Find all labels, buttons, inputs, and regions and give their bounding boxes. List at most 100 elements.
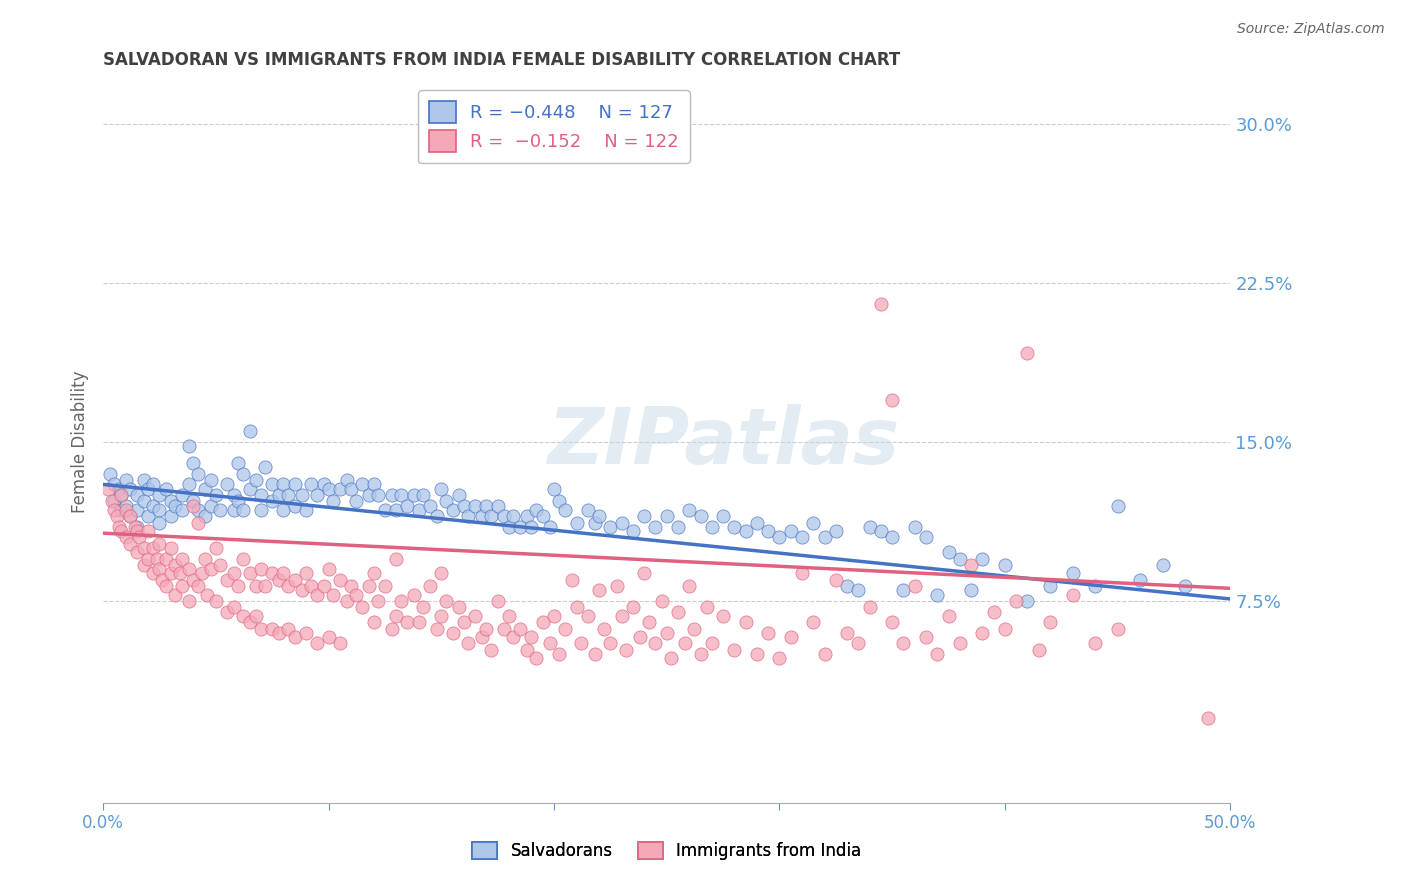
Point xyxy=(136,509,159,524)
Point xyxy=(824,524,846,538)
Point xyxy=(159,494,181,508)
Point xyxy=(125,545,148,559)
Point xyxy=(554,622,576,636)
Point xyxy=(250,503,273,517)
Point xyxy=(381,488,404,502)
Point xyxy=(768,651,790,665)
Point xyxy=(290,488,312,502)
Point xyxy=(125,503,148,517)
Point xyxy=(150,573,173,587)
Point xyxy=(464,499,486,513)
Point xyxy=(114,499,136,513)
Point xyxy=(502,630,524,644)
Point xyxy=(103,494,125,508)
Point xyxy=(700,636,723,650)
Point xyxy=(329,482,352,496)
Point xyxy=(882,615,904,630)
Point xyxy=(516,643,538,657)
Point xyxy=(790,530,813,544)
Point xyxy=(363,477,385,491)
Point xyxy=(322,494,344,508)
Point xyxy=(893,636,915,650)
Point xyxy=(1174,579,1197,593)
Point xyxy=(245,579,267,593)
Point xyxy=(367,488,389,502)
Point xyxy=(128,530,150,544)
Point xyxy=(927,647,949,661)
Point xyxy=(169,566,191,581)
Point xyxy=(344,494,367,508)
Legend: Salvadorans, Immigrants from India: Salvadorans, Immigrants from India xyxy=(465,835,868,866)
Point xyxy=(554,503,576,517)
Point xyxy=(262,622,284,636)
Point xyxy=(165,499,187,513)
Point xyxy=(177,477,200,491)
Point xyxy=(170,551,193,566)
Point xyxy=(329,636,352,650)
Point xyxy=(547,647,569,661)
Point xyxy=(434,594,457,608)
Point xyxy=(359,488,381,502)
Point xyxy=(155,482,177,496)
Point xyxy=(239,482,262,496)
Point xyxy=(262,477,284,491)
Point xyxy=(419,579,441,593)
Point xyxy=(318,562,340,576)
Point xyxy=(187,503,209,517)
Point xyxy=(194,509,217,524)
Point xyxy=(949,551,972,566)
Point xyxy=(859,600,882,615)
Point xyxy=(498,608,520,623)
Point xyxy=(352,600,374,615)
Point xyxy=(277,488,299,502)
Point xyxy=(859,520,882,534)
Point xyxy=(389,488,412,502)
Point xyxy=(136,524,159,538)
Point xyxy=(1005,594,1028,608)
Point xyxy=(312,579,335,593)
Point xyxy=(441,626,464,640)
Point xyxy=(262,566,284,581)
Point xyxy=(475,622,498,636)
Point xyxy=(177,594,200,608)
Point xyxy=(592,622,614,636)
Point xyxy=(108,482,131,496)
Point xyxy=(136,551,159,566)
Y-axis label: Female Disability: Female Disability xyxy=(72,371,89,513)
Point xyxy=(295,503,318,517)
Point xyxy=(1129,573,1152,587)
Point xyxy=(659,651,682,665)
Point xyxy=(498,520,520,534)
Point xyxy=(209,503,232,517)
Point xyxy=(576,503,599,517)
Point xyxy=(404,488,426,502)
Point xyxy=(408,503,430,517)
Point xyxy=(449,488,471,502)
Point xyxy=(813,530,835,544)
Point xyxy=(105,509,128,524)
Point xyxy=(146,551,169,566)
Point xyxy=(114,473,136,487)
Point xyxy=(170,503,193,517)
Point xyxy=(239,566,262,581)
Text: Source: ZipAtlas.com: Source: ZipAtlas.com xyxy=(1237,22,1385,37)
Point xyxy=(846,583,869,598)
Point xyxy=(494,509,516,524)
Point xyxy=(217,573,239,587)
Point xyxy=(340,482,363,496)
Point xyxy=(870,524,893,538)
Point xyxy=(101,494,124,508)
Point xyxy=(318,630,340,644)
Point xyxy=(471,509,494,524)
Point xyxy=(307,636,329,650)
Point xyxy=(588,509,610,524)
Point xyxy=(245,473,267,487)
Point xyxy=(148,537,170,551)
Point xyxy=(723,643,745,657)
Point xyxy=(307,588,329,602)
Point xyxy=(396,499,419,513)
Point xyxy=(318,482,340,496)
Point xyxy=(915,630,938,644)
Point xyxy=(273,477,295,491)
Point xyxy=(110,503,132,517)
